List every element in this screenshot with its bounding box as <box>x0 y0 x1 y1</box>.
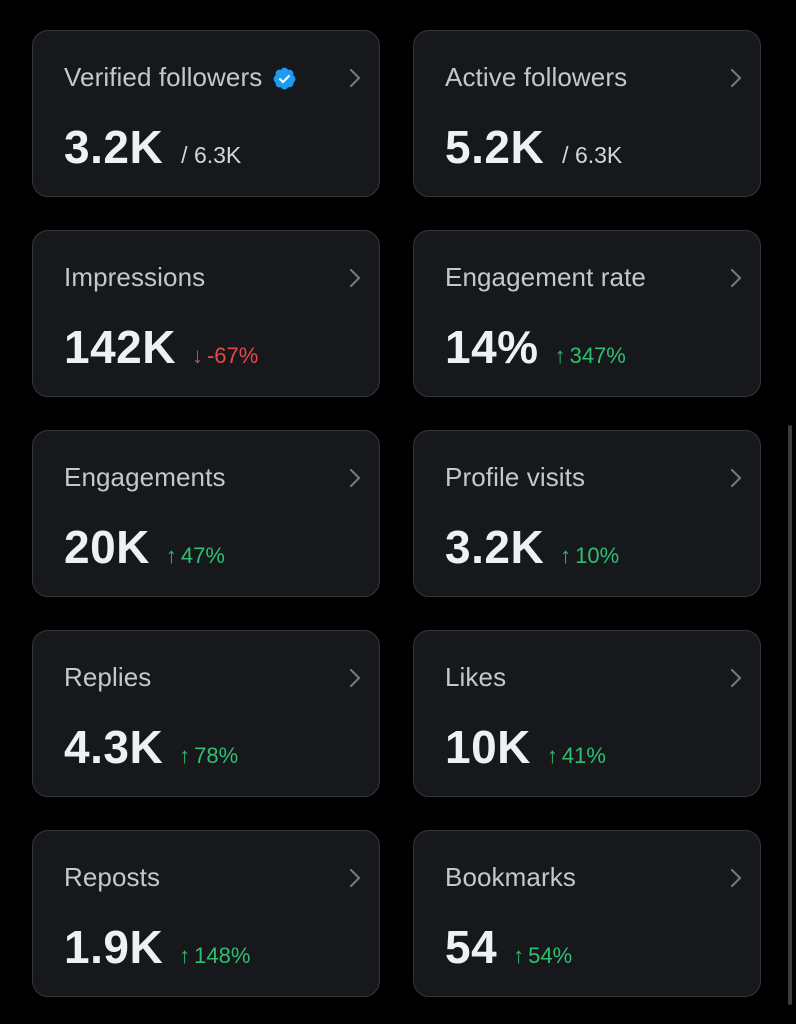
likes-card[interactable]: Likes 10K ↑ 41% <box>413 630 761 797</box>
card-title: Bookmarks <box>445 862 576 892</box>
card-title-row: Verified followers <box>64 62 297 93</box>
impressions-card[interactable]: Impressions 142K ↓ -67% <box>32 230 380 397</box>
chevron-right-icon <box>349 868 361 888</box>
chevron-right-icon <box>730 668 742 688</box>
card-title: Engagement rate <box>445 262 646 292</box>
value-row: 5.2K / 6.3K <box>445 120 622 174</box>
card-title: Engagements <box>64 462 226 492</box>
card-title: Verified followers <box>64 62 263 92</box>
card-title-row: Likes <box>445 662 506 693</box>
card-title-row: Active followers <box>445 62 627 93</box>
change-indicator: ↑ 148% <box>179 943 250 969</box>
bookmarks-card[interactable]: Bookmarks 54 ↑ 54% <box>413 830 761 997</box>
change-indicator: ↑ 347% <box>555 343 626 369</box>
change-percent: 10% <box>575 543 620 568</box>
chevron-right-icon <box>730 868 742 888</box>
card-title-row: Profile visits <box>445 462 585 493</box>
arrow-up-icon: ↑ <box>554 343 566 368</box>
chevron-right-icon <box>730 68 742 88</box>
value-row: 54 ↑ 54% <box>445 920 572 974</box>
change-indicator: ↑ 78% <box>179 743 238 769</box>
metrics-grid: Verified followers 3.2K / 6.3K Active fo… <box>32 30 761 997</box>
arrow-up-icon: ↑ <box>513 943 525 968</box>
change-indicator: ↑ 10% <box>560 543 619 569</box>
arrow-up-icon: ↑ <box>165 543 177 568</box>
card-title: Reposts <box>64 862 161 892</box>
change-percent: 41% <box>561 743 606 768</box>
chevron-right-icon <box>349 468 361 488</box>
card-title-row: Impressions <box>64 262 205 293</box>
change-indicator: ↑ 47% <box>166 543 225 569</box>
value-row: 20K ↑ 47% <box>64 520 225 574</box>
chevron-right-icon <box>730 268 742 288</box>
reposts-card[interactable]: Reposts 1.9K ↑ 148% <box>32 830 380 997</box>
change-percent: 148% <box>194 943 251 968</box>
verified-badge-icon <box>273 67 296 89</box>
metric-total: / 6.3K <box>181 142 242 168</box>
arrow-up-icon: ↑ <box>179 943 191 968</box>
chevron-right-icon <box>349 668 361 688</box>
card-title-row: Engagement rate <box>445 262 646 293</box>
card-title-row: Bookmarks <box>445 862 576 893</box>
metric-value: 54 <box>445 921 498 973</box>
verified-followers-card[interactable]: Verified followers 3.2K / 6.3K <box>32 30 380 197</box>
value-row: 1.9K ↑ 148% <box>64 920 250 974</box>
change-percent: 347% <box>569 343 626 368</box>
scrollbar[interactable] <box>788 425 792 1005</box>
card-title: Profile visits <box>445 462 586 492</box>
card-title: Likes <box>445 662 507 692</box>
card-title: Replies <box>64 662 152 692</box>
engagement-rate-card[interactable]: Engagement rate 14% ↑ 347% <box>413 230 761 397</box>
profile-visits-card[interactable]: Profile visits 3.2K ↑ 10% <box>413 430 761 597</box>
metric-value: 1.9K <box>64 921 164 973</box>
metric-value: 3.2K <box>445 521 545 573</box>
engagements-card[interactable]: Engagements 20K ↑ 47% <box>32 430 380 597</box>
value-row: 10K ↑ 41% <box>445 720 606 774</box>
change-indicator: ↓ -67% <box>192 343 258 369</box>
change-percent: 78% <box>194 743 239 768</box>
arrow-up-icon: ↑ <box>560 543 572 568</box>
chevron-right-icon <box>349 268 361 288</box>
card-title: Active followers <box>445 62 628 92</box>
card-title-row: Engagements <box>64 462 226 493</box>
value-row: 3.2K / 6.3K <box>64 120 241 174</box>
card-title: Impressions <box>64 262 206 292</box>
value-row: 14% ↑ 347% <box>445 320 626 374</box>
metric-value: 14% <box>445 321 539 373</box>
value-row: 3.2K ↑ 10% <box>445 520 619 574</box>
metric-value: 5.2K <box>445 121 545 173</box>
change-indicator: ↑ 41% <box>547 743 606 769</box>
change-percent: 47% <box>180 543 225 568</box>
metric-value: 3.2K <box>64 121 164 173</box>
metric-value: 10K <box>445 721 531 773</box>
replies-card[interactable]: Replies 4.3K ↑ 78% <box>32 630 380 797</box>
value-row: 142K ↓ -67% <box>64 320 258 374</box>
active-followers-card[interactable]: Active followers 5.2K / 6.3K <box>413 30 761 197</box>
chevron-right-icon <box>730 468 742 488</box>
arrow-down-icon: ↓ <box>191 343 203 368</box>
arrow-up-icon: ↑ <box>179 743 191 768</box>
metric-value: 4.3K <box>64 721 164 773</box>
value-row: 4.3K ↑ 78% <box>64 720 238 774</box>
card-title-row: Replies <box>64 662 151 693</box>
metric-value: 20K <box>64 521 150 573</box>
arrow-up-icon: ↑ <box>546 743 558 768</box>
chevron-right-icon <box>349 68 361 88</box>
metric-total: / 6.3K <box>562 142 623 168</box>
change-percent: 54% <box>528 943 573 968</box>
metric-value: 142K <box>64 321 176 373</box>
change-percent: -67% <box>206 343 259 368</box>
change-indicator: ↑ 54% <box>513 943 572 969</box>
card-title-row: Reposts <box>64 862 160 893</box>
